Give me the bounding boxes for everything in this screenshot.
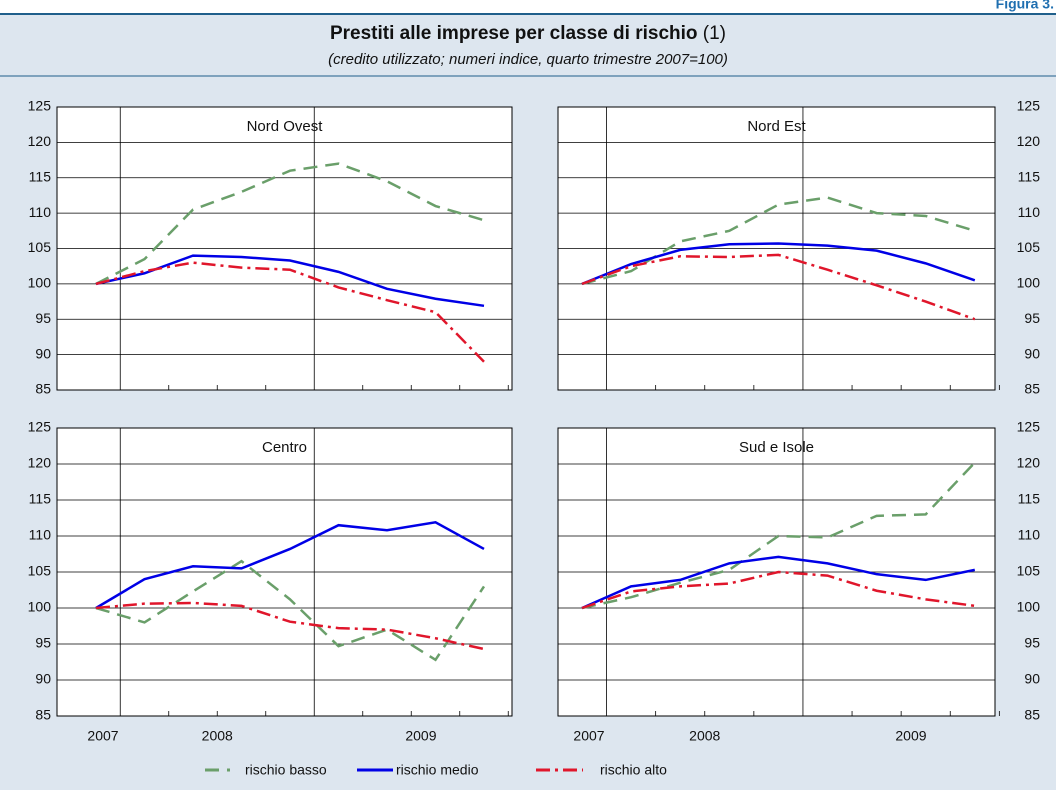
y-tick-label: 95 (35, 310, 51, 326)
y-tick-label: 110 (1018, 204, 1041, 220)
y-tick-label: 120 (28, 455, 52, 471)
y-tick-label: 100 (1017, 275, 1041, 291)
y-tick-label: 115 (1018, 491, 1041, 507)
title: Prestiti alle imprese per classe di risc… (330, 23, 726, 44)
y-tick-label: 110 (1018, 527, 1041, 543)
series-line (581, 570, 975, 610)
series-line (581, 461, 976, 610)
y-tick-label: 105 (28, 239, 52, 255)
y-tick-label: 85 (1024, 707, 1040, 723)
panel-title: Nord Ovest (247, 118, 324, 135)
y-tick-label: 125 (1017, 419, 1041, 435)
y-tick-label: 105 (1017, 239, 1041, 255)
series-line (581, 555, 976, 610)
y-tick-label: 100 (28, 275, 52, 291)
y-tick-label: 90 (35, 671, 51, 687)
x-tick-label: 2009 (405, 728, 436, 744)
x-tick-label: 2008 (689, 728, 720, 744)
y-tick-label: 85 (35, 381, 51, 397)
y-tick-label: 95 (1024, 635, 1040, 651)
y-tick-label: 115 (1018, 168, 1041, 184)
series-line (95, 521, 485, 610)
x-tick-label: 2007 (87, 728, 118, 744)
legend-label: rischio alto (600, 762, 667, 778)
figure-label: Figura 3. (996, 0, 1054, 12)
y-tick-label: 110 (29, 527, 52, 543)
x-tick-label: 2008 (202, 728, 233, 744)
panel-title: Centro (262, 439, 307, 456)
y-tick-label: 90 (1024, 345, 1040, 361)
y-tick-label: 120 (28, 133, 52, 149)
y-tick-label: 95 (35, 635, 51, 651)
y-tick-label: 105 (1017, 563, 1041, 579)
y-tick-label: 125 (28, 98, 52, 114)
legend-label: rischio basso (245, 762, 327, 778)
y-tick-label: 110 (29, 204, 52, 220)
y-tick-label: 120 (1017, 133, 1041, 149)
panel-title: Nord Est (747, 118, 806, 135)
legend-label: rischio medio (396, 762, 479, 778)
y-tick-label: 95 (1024, 310, 1040, 326)
y-tick-label: 85 (1024, 381, 1040, 397)
series-line (95, 162, 485, 285)
y-tick-label: 90 (35, 345, 51, 361)
series-line (581, 196, 976, 286)
series-line (581, 242, 976, 286)
y-tick-label: 125 (1017, 98, 1041, 114)
y-tick-label: 100 (1017, 599, 1041, 615)
panel-title: Sud e Isole (739, 439, 814, 456)
series-line (581, 253, 976, 321)
y-tick-label: 100 (28, 599, 52, 615)
title-note: (1) (703, 23, 726, 44)
title-main: Prestiti alle imprese per classe di risc… (330, 23, 698, 44)
y-tick-label: 120 (1017, 455, 1041, 471)
series-line (95, 559, 486, 662)
y-tick-label: 85 (35, 707, 51, 723)
x-tick-label: 2007 (573, 728, 604, 744)
series-line (95, 261, 485, 363)
series-line (95, 601, 485, 651)
y-tick-label: 125 (28, 419, 52, 435)
subtitle: (credito utilizzato; numeri indice, quar… (328, 51, 728, 68)
y-tick-label: 90 (1024, 671, 1040, 687)
x-tick-label: 2009 (895, 728, 926, 744)
y-tick-label: 105 (28, 563, 52, 579)
y-tick-label: 115 (29, 491, 52, 507)
y-tick-label: 115 (29, 168, 52, 184)
